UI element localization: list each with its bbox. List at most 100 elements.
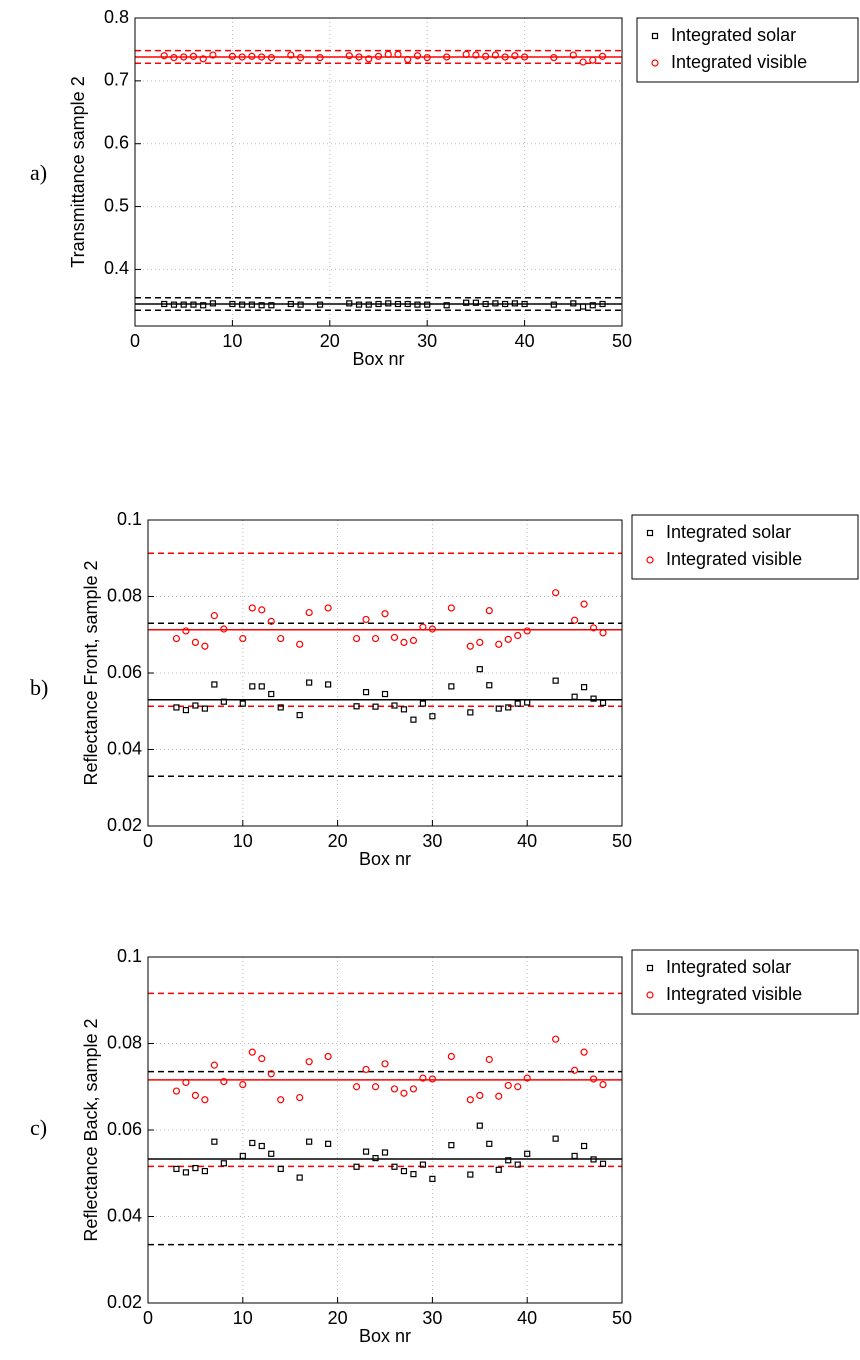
point (182, 707, 190, 714)
point (258, 683, 265, 690)
point (375, 300, 382, 308)
point (182, 627, 190, 635)
point (371, 634, 380, 643)
point (248, 604, 256, 612)
point (419, 1161, 427, 1168)
point (428, 625, 436, 633)
axes-frame (147, 956, 623, 1304)
point (590, 695, 597, 702)
point (569, 51, 577, 59)
point (220, 698, 227, 705)
point (400, 1167, 408, 1175)
point (211, 681, 218, 688)
point (514, 1161, 521, 1168)
point (571, 1152, 578, 1160)
point (514, 700, 521, 707)
point (173, 704, 180, 711)
point (599, 300, 606, 308)
x-tick-label: 0 (130, 331, 140, 351)
point (228, 52, 236, 60)
point (410, 1171, 417, 1178)
point (381, 610, 389, 618)
point (267, 1070, 275, 1078)
point (170, 301, 178, 308)
y-tick-label: 0.1 (117, 509, 142, 529)
panel-label: b) (30, 675, 48, 700)
point (491, 51, 499, 59)
point (287, 300, 294, 308)
point (486, 1140, 493, 1147)
point (492, 300, 499, 307)
panel-label: a) (30, 160, 47, 185)
point (362, 1065, 370, 1074)
point (394, 300, 402, 308)
point (199, 55, 207, 63)
point (201, 642, 209, 650)
legend: Integrated solar Integrated visible (631, 514, 859, 580)
point (472, 51, 480, 59)
plot-area (135, 18, 622, 326)
point (571, 693, 578, 700)
point (579, 303, 587, 310)
point (353, 1163, 360, 1170)
point (249, 683, 256, 690)
legend-label: Integrated visible (671, 52, 807, 72)
point (268, 690, 275, 698)
point (352, 634, 361, 643)
point (355, 53, 363, 61)
point (277, 1165, 284, 1173)
point (324, 1052, 332, 1061)
point (523, 627, 531, 635)
point (258, 1142, 265, 1150)
legend-marker (646, 991, 654, 999)
y-tick-label: 0.06 (107, 1119, 142, 1139)
point (297, 301, 304, 308)
point (258, 606, 266, 614)
x-tick-label: 10 (233, 1308, 253, 1328)
x-tick-label: 0 (143, 1308, 153, 1328)
point (511, 52, 519, 60)
point (472, 299, 479, 306)
point (277, 704, 284, 711)
point (580, 1048, 588, 1056)
point (345, 52, 353, 60)
point (190, 301, 197, 308)
legend-marker (646, 529, 654, 537)
y-axis-label: Reflectance Back, sample 2 (81, 1018, 101, 1241)
point (391, 702, 398, 709)
point (210, 1061, 218, 1069)
y-tick-label: 0.6 (104, 132, 129, 152)
point (365, 301, 372, 308)
point (414, 301, 421, 308)
point (419, 700, 427, 707)
point (443, 302, 450, 309)
legend-marker (651, 32, 659, 40)
point (520, 53, 529, 61)
point (258, 53, 266, 61)
point (296, 711, 303, 719)
point (287, 51, 295, 59)
point (590, 1156, 597, 1163)
point (192, 1164, 199, 1172)
x-tick-label: 0 (143, 831, 153, 851)
point (316, 53, 324, 62)
point (267, 617, 275, 625)
point (172, 1087, 181, 1095)
y-tick-label: 0.02 (107, 815, 142, 835)
y-tick-label: 0.04 (107, 1205, 142, 1225)
point (447, 604, 455, 612)
point (467, 709, 474, 716)
point (173, 1165, 180, 1173)
point (192, 702, 199, 709)
legend-box (636, 17, 859, 83)
point (211, 1138, 218, 1145)
point (229, 300, 236, 308)
point (277, 1096, 285, 1104)
axes-frame (134, 17, 623, 327)
point (495, 640, 503, 648)
x-tick-label: 50 (612, 331, 632, 351)
point (365, 55, 373, 63)
x-tick-label: 50 (612, 1308, 632, 1328)
point (570, 616, 579, 624)
legend-label: Integrated visible (666, 984, 802, 1004)
